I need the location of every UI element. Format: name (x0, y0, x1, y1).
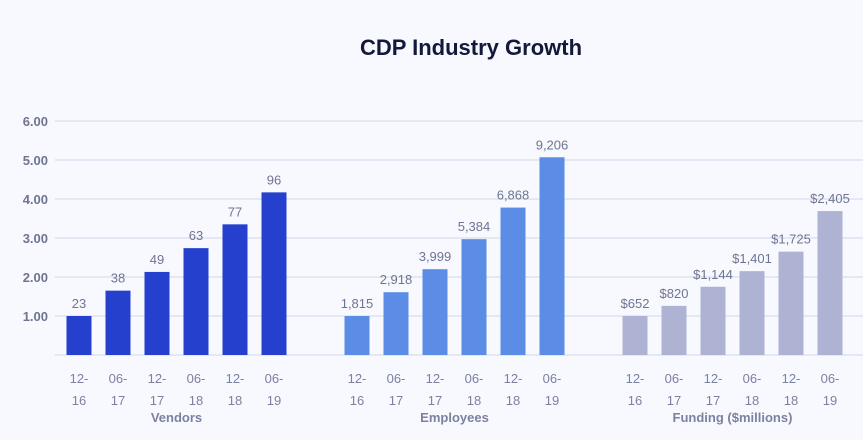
x-tick-label: 17 (111, 393, 125, 408)
y-tick-label: 6.00 (23, 114, 48, 129)
data-label: $652 (621, 296, 650, 311)
x-tick-label: 12- (704, 371, 723, 386)
y-tick-label: 5.00 (23, 153, 48, 168)
data-label: 23 (72, 296, 86, 311)
bar (700, 286, 726, 355)
x-tick-label: 18 (784, 393, 798, 408)
x-tick-label: 12- (226, 371, 245, 386)
x-tick-label: 17 (706, 393, 720, 408)
x-tick-label: 17 (428, 393, 442, 408)
x-tick-label: 19 (267, 393, 281, 408)
x-tick-label: 18 (228, 393, 242, 408)
x-tick-label: 06- (265, 371, 284, 386)
data-label: $820 (660, 286, 689, 301)
data-label: $1,401 (732, 251, 772, 266)
series-0: 23 12- 16 38 06- 17 49 12- 17 63 06- 18 77 12- 18 96 06-… (66, 172, 287, 425)
data-label: 63 (189, 228, 203, 243)
x-tick-label: 19 (823, 393, 837, 408)
group-label: Funding ($millions) (673, 410, 793, 425)
x-tick-label: 12- (148, 371, 167, 386)
data-label: $2,405 (810, 191, 850, 206)
x-tick-label: 06- (387, 371, 406, 386)
x-tick-label: 18 (467, 393, 481, 408)
data-label: $1,725 (771, 232, 811, 247)
bar (222, 224, 248, 355)
series-2: $652 12- 16 $820 06- 17 $1,144 12- 17 $1,401 06- 18… (621, 191, 850, 425)
data-label: 2,918 (380, 272, 413, 287)
x-tick-label: 12- (626, 371, 645, 386)
bar (422, 269, 448, 355)
x-tick-label: 18 (506, 393, 520, 408)
x-tick-label: 19 (545, 393, 559, 408)
data-label: 77 (228, 204, 242, 219)
data-label: 38 (111, 271, 125, 286)
x-tick-label: 17 (389, 393, 403, 408)
data-label: 5,384 (458, 219, 491, 234)
y-tick-label: 2.00 (23, 270, 48, 285)
data-label: 9,206 (536, 137, 569, 152)
bar (539, 157, 565, 355)
data-label: 3,999 (419, 249, 452, 264)
bar (461, 239, 487, 355)
x-tick-label: 12- (504, 371, 523, 386)
bar (183, 248, 209, 355)
bar (622, 316, 648, 355)
bar (778, 251, 804, 355)
x-tick-label: 18 (189, 393, 203, 408)
data-label: 49 (150, 252, 164, 267)
x-tick-label: 06- (465, 371, 484, 386)
bar (739, 271, 765, 355)
y-tick-label: 3.00 (23, 231, 48, 246)
y-tick-label: 4.00 (23, 192, 48, 207)
bar (661, 305, 687, 355)
group-label: Vendors (151, 410, 202, 425)
x-tick-label: 06- (543, 371, 562, 386)
x-tick-label: 18 (745, 393, 759, 408)
x-tick-label: 06- (665, 371, 684, 386)
x-tick-label: 17 (150, 393, 164, 408)
x-tick-label: 16 (72, 393, 86, 408)
bar (817, 211, 843, 355)
x-tick-label: 16 (350, 393, 364, 408)
bar (500, 207, 526, 355)
series-1: 1,815 12- 16 2,918 06- 17 3,999 12- 17 5,384 06- 18… (341, 137, 569, 425)
data-label: 96 (267, 172, 281, 187)
data-label: 6,868 (497, 188, 530, 203)
x-tick-label: 12- (782, 371, 801, 386)
x-tick-label: 12- (70, 371, 89, 386)
x-tick-label: 16 (628, 393, 642, 408)
y-tick-label: 1.00 (23, 309, 48, 324)
x-tick-label: 06- (821, 371, 840, 386)
bar (144, 271, 170, 355)
bar (66, 316, 92, 355)
x-tick-label: 12- (348, 371, 367, 386)
x-tick-label: 06- (109, 371, 128, 386)
data-label: $1,144 (693, 267, 733, 282)
x-tick-label: 06- (743, 371, 762, 386)
data-label: 1,815 (341, 296, 374, 311)
bar (261, 192, 287, 355)
x-tick-label: 12- (426, 371, 445, 386)
x-tick-label: 17 (667, 393, 681, 408)
chart-title: CDP Industry Growth (360, 35, 582, 60)
group-label: Employees (420, 410, 489, 425)
bar (105, 290, 131, 355)
bar (383, 292, 409, 355)
bar (344, 316, 370, 355)
x-tick-label: 06- (187, 371, 206, 386)
